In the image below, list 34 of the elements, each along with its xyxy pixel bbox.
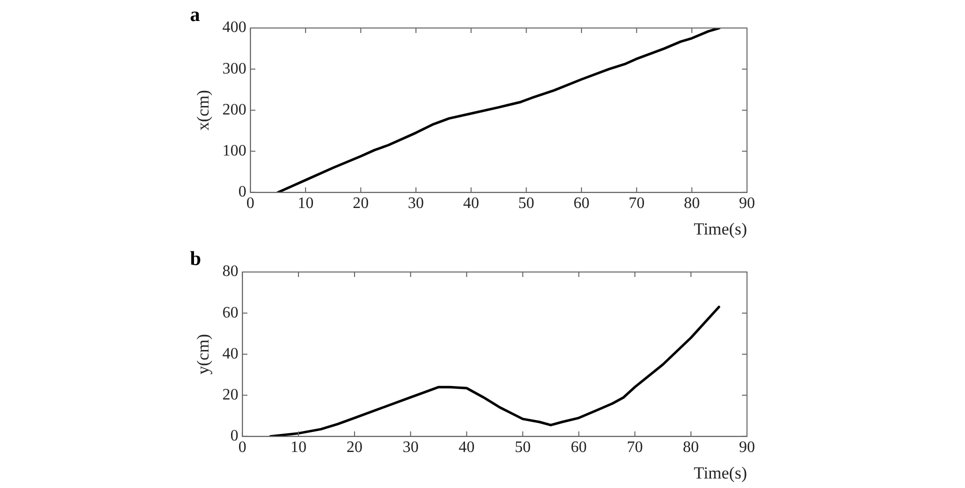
x-tick-label: 50: [518, 195, 534, 212]
chart-title: a: [190, 4, 200, 26]
x-tick-label: 20: [352, 195, 369, 212]
y-tick-label: 100: [222, 142, 246, 160]
x-axis-title: Time(s): [694, 219, 747, 238]
chart-title: b: [190, 248, 202, 270]
y-tick-label: 0: [230, 428, 238, 445]
y-tick-label: 40: [222, 345, 238, 362]
y-tick-label: 20: [222, 386, 238, 404]
y-tick-label: 400: [222, 19, 246, 36]
x-axis-title: Time(s): [694, 463, 747, 482]
x-tick-label: 50: [514, 439, 531, 456]
x-tick-label: 10: [290, 439, 306, 456]
x-tick-label: 90: [739, 439, 755, 456]
x-tick-label: 70: [626, 439, 643, 456]
y-tick-label: 0: [238, 184, 246, 201]
y-axis-title: x(cm): [194, 90, 213, 130]
x-tick-label: 80: [682, 439, 699, 456]
x-tick-label: 70: [628, 195, 645, 212]
x-tick-label: 40: [463, 195, 480, 212]
x-tick-label: 30: [408, 195, 424, 212]
x-tick-label: 30: [402, 439, 419, 456]
x-tick-label: 90: [739, 195, 755, 212]
y-tick-label: 300: [222, 60, 246, 78]
x-tick-label: 60: [573, 195, 590, 212]
y-tick-label: 60: [222, 304, 238, 322]
x-tick-label: 10: [298, 195, 314, 212]
x-tick-label: 20: [346, 439, 363, 456]
x-tick-label: 80: [684, 195, 700, 212]
x-tick-label: 60: [570, 439, 587, 456]
y-axis-title: y(cm): [194, 334, 213, 374]
x-tick-label: 40: [458, 439, 475, 456]
y-tick-label: 200: [222, 101, 246, 118]
y-tick-label: 80: [222, 263, 238, 280]
